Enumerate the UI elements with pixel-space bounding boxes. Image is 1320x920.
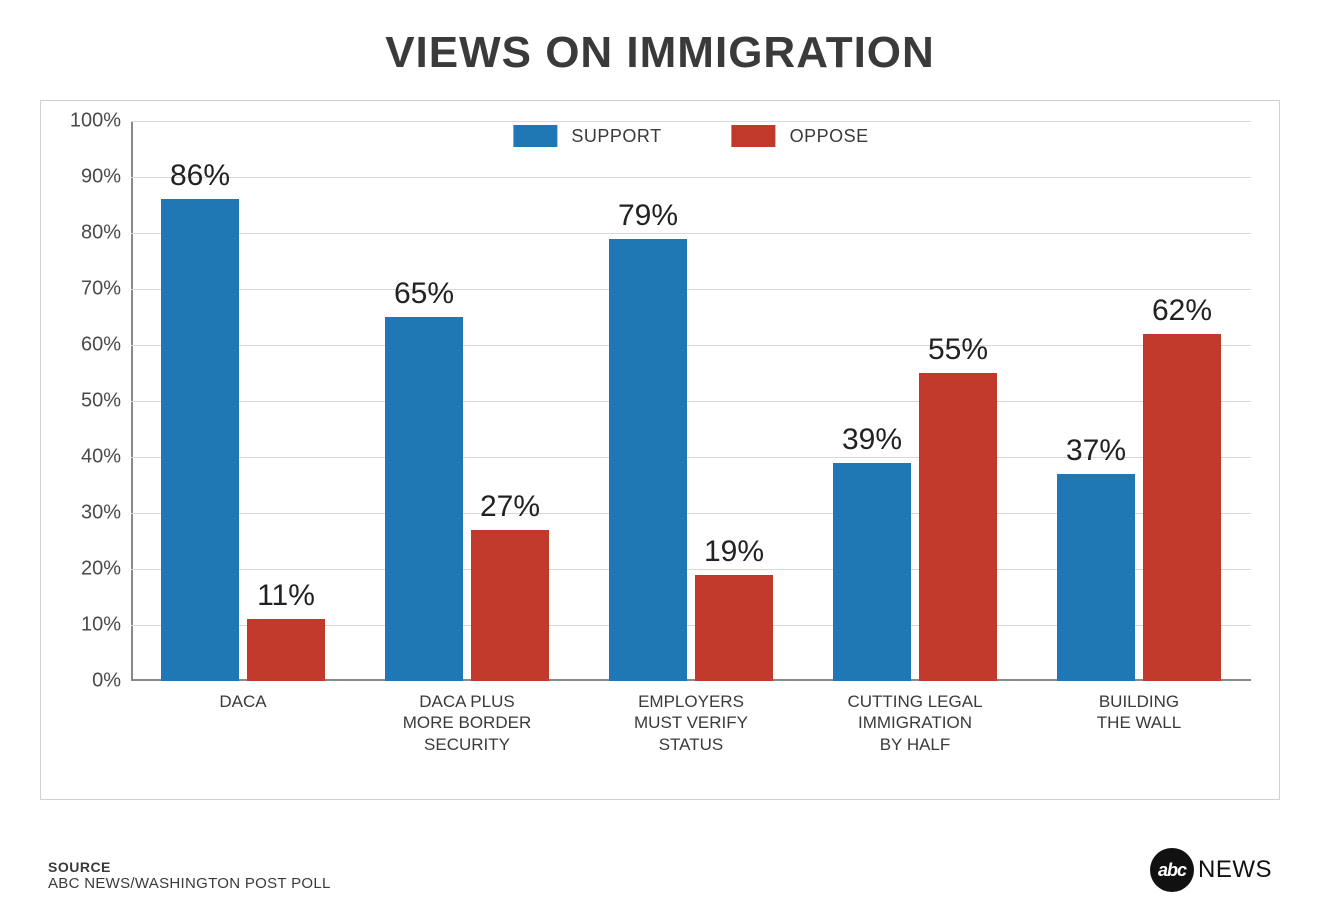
- bar-value-label: 55%: [928, 333, 988, 367]
- gridline: [131, 401, 1251, 402]
- y-tick-label: 20%: [81, 558, 131, 581]
- bar-value-label: 11%: [257, 579, 315, 613]
- legend: SUPPORT OPPOSE: [513, 121, 868, 151]
- abc-logo-icon: abc: [1150, 848, 1194, 892]
- plot-area: SUPPORTOPPOSE 0%10%20%30%40%50%60%70%80%…: [131, 121, 1251, 681]
- gridline: [131, 345, 1251, 346]
- bar-support: 39%: [833, 463, 911, 681]
- bar-value-label: 27%: [480, 490, 540, 524]
- bar-oppose: 27%: [471, 530, 549, 681]
- legend-label: SUPPORT: [571, 126, 661, 147]
- y-tick-label: 40%: [81, 446, 131, 469]
- legend-item-support: SUPPORT: [513, 125, 661, 147]
- gridline: [131, 233, 1251, 234]
- brand-logo: abc NEWS: [1150, 848, 1272, 892]
- bar-support: 65%: [385, 317, 463, 681]
- y-tick-label: 60%: [81, 334, 131, 357]
- chart-frame: SUPPORT OPPOSE 0% 10% 20% 30% 40% 50% 60% 70% 80%…: [40, 100, 1280, 800]
- bar-support: 86%: [161, 199, 239, 681]
- y-tick-label: 50%: [81, 390, 131, 413]
- source-text: ABC NEWS/WASHINGTON POST POLL: [48, 875, 331, 892]
- x-category-label: BUILDINGTHE WALL: [1039, 681, 1239, 734]
- legend-label: OPPOSE: [790, 126, 869, 147]
- bar-value-label: 37%: [1066, 434, 1126, 468]
- source-label: SOURCE: [48, 859, 331, 875]
- bar-value-label: 79%: [618, 199, 678, 233]
- gridline: [131, 289, 1251, 290]
- gridline: [131, 121, 1251, 122]
- bar-value-label: 39%: [842, 423, 902, 457]
- bar-oppose: 19%: [695, 575, 773, 681]
- x-category-label: DACA PLUSMORE BORDERSECURITY: [367, 681, 567, 755]
- bar-oppose: 11%: [247, 619, 325, 681]
- bar-oppose: 62%: [1143, 334, 1221, 681]
- x-category-label: CUTTING LEGALIMMIGRATIONBY HALF: [815, 681, 1015, 755]
- chart-title: VIEWS ON IMMIGRATION: [0, 0, 1320, 78]
- bar-value-label: 62%: [1152, 294, 1212, 328]
- source-block: SOURCE ABC NEWS/WASHINGTON POST POLL: [48, 859, 331, 892]
- y-tick-label: 80%: [81, 222, 131, 245]
- y-tick-label: 30%: [81, 502, 131, 525]
- y-tick-label: 100%: [70, 110, 131, 133]
- y-tick-label: 0%: [92, 670, 131, 693]
- logo-suffix: NEWS: [1198, 856, 1272, 884]
- bar-value-label: 65%: [394, 277, 454, 311]
- bar-oppose: 55%: [919, 373, 997, 681]
- x-category-label: DACA: [143, 681, 343, 712]
- y-tick-label: 10%: [81, 614, 131, 637]
- legend-swatch: [732, 125, 776, 147]
- legend-item-oppose: OPPOSE: [732, 125, 869, 147]
- bar-value-label: 86%: [170, 159, 230, 193]
- x-category-label: EMPLOYERSMUST VERIFYSTATUS: [591, 681, 791, 755]
- bar-support: 37%: [1057, 474, 1135, 681]
- legend-swatch: [513, 125, 557, 147]
- y-tick-label: 70%: [81, 278, 131, 301]
- bar-value-label: 19%: [704, 535, 764, 569]
- gridline: [131, 177, 1251, 178]
- y-tick-label: 90%: [81, 166, 131, 189]
- bar-support: 79%: [609, 239, 687, 681]
